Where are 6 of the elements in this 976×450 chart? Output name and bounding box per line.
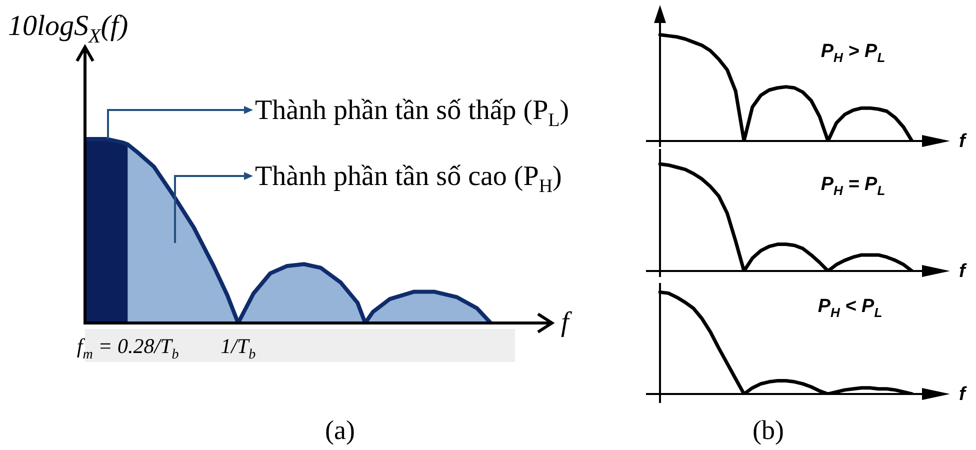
x-axis-title: f xyxy=(959,384,967,405)
x-axis-title: f xyxy=(959,131,967,152)
x-axis-title: f xyxy=(959,261,967,282)
x-axis-title: f xyxy=(561,307,572,338)
text: (b) xyxy=(752,414,784,446)
text: (a) xyxy=(325,414,355,446)
